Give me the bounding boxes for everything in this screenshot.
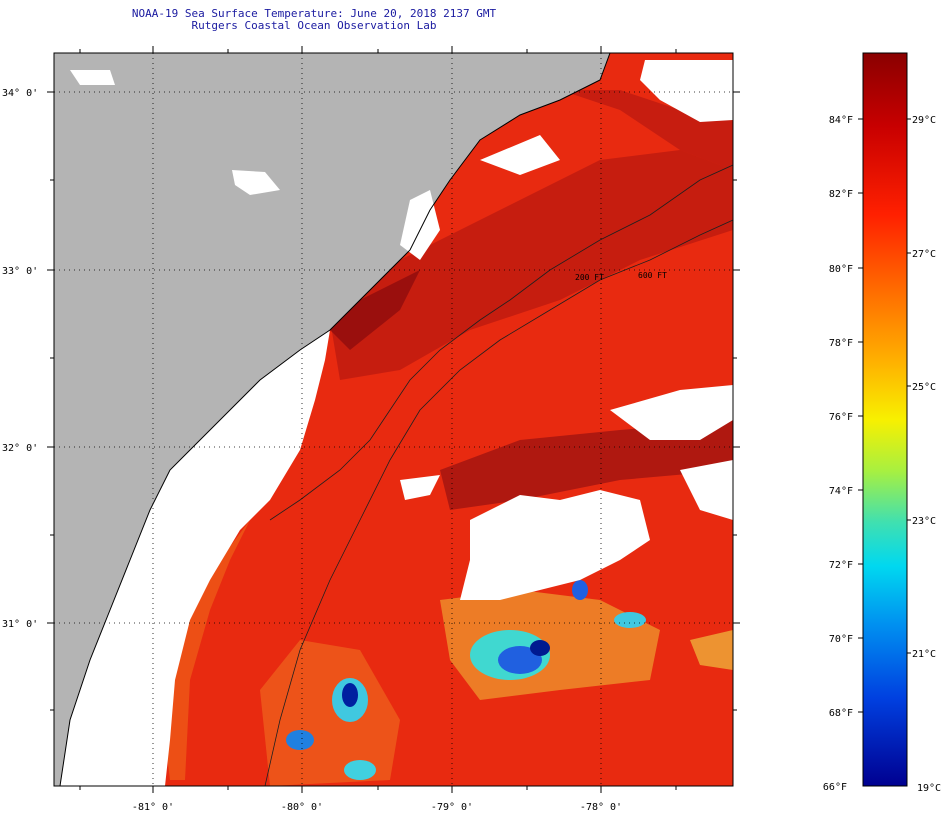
isobath-label-200: 200 FT: [575, 273, 604, 282]
coastline: [59, 53, 611, 786]
map-title: NOAA-19 Sea Surface Temperature: June 20…: [131, 7, 497, 20]
cb-f-84: 84°F: [829, 115, 853, 126]
cb-f-66: 66°F: [823, 782, 847, 793]
isobath-200ft: [269, 164, 733, 521]
lat-label-32: 32° 0': [2, 443, 38, 454]
lon-label-78: -78° 0': [580, 802, 622, 813]
colorbar-c-labels: 29°C 27°C 25°C 23°C 21°C 19°C: [912, 115, 941, 794]
warm-core-offshore: [440, 420, 733, 510]
cb-f-82: 82°F: [829, 189, 853, 200]
axis-ticks: [47, 46, 740, 793]
cb-f-74: 74°F: [829, 486, 853, 497]
lat-label-34: 34° 0': [2, 88, 38, 99]
warm-core-nearshore: [330, 270, 420, 350]
cb-c-25: 25°C: [912, 382, 936, 393]
warm-band: [330, 150, 733, 380]
cb-f-76: 76°F: [829, 412, 853, 423]
isobath-label-600: 600 FT: [638, 271, 667, 280]
cb-f-78: 78°F: [829, 338, 853, 349]
cb-f-80: 80°F: [829, 264, 853, 275]
colorbar-f-labels: 84°F 82°F 80°F 78°F 76°F 74°F 72°F 70°F …: [823, 115, 853, 793]
cb-f-68: 68°F: [829, 708, 853, 719]
cb-c-21: 21°C: [912, 649, 936, 660]
land-mass: [54, 53, 610, 786]
lat-label-31: 31° 0': [2, 619, 38, 630]
isobath-600ft: [264, 219, 733, 786]
nearshore-cloud: [60, 330, 330, 786]
cloud-cover: [460, 490, 650, 600]
cb-c-19: 19°C: [917, 783, 941, 794]
colorbar: [862, 52, 908, 787]
graticule: [54, 53, 733, 786]
lat-label-33: 33° 0': [2, 266, 38, 277]
cb-c-27: 27°C: [912, 249, 936, 260]
colorbar-ticks: [858, 118, 911, 713]
cb-f-72: 72°F: [829, 560, 853, 571]
cb-c-29: 29°C: [912, 115, 936, 126]
map-area: [54, 53, 733, 786]
cb-f-70: 70°F: [829, 634, 853, 645]
cb-c-23: 23°C: [912, 516, 936, 527]
lon-label-79: -79° 0': [431, 802, 473, 813]
map-frame: [53, 52, 734, 787]
map-subtitle: Rutgers Coastal Ocean Observation Lab: [191, 19, 437, 32]
lon-label-80: -80° 0': [281, 802, 323, 813]
lon-label-81: -81° 0': [132, 802, 174, 813]
